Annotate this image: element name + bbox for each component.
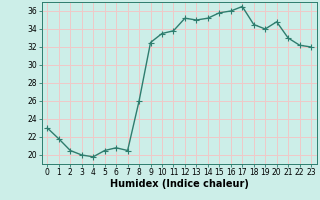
X-axis label: Humidex (Indice chaleur): Humidex (Indice chaleur) xyxy=(110,179,249,189)
